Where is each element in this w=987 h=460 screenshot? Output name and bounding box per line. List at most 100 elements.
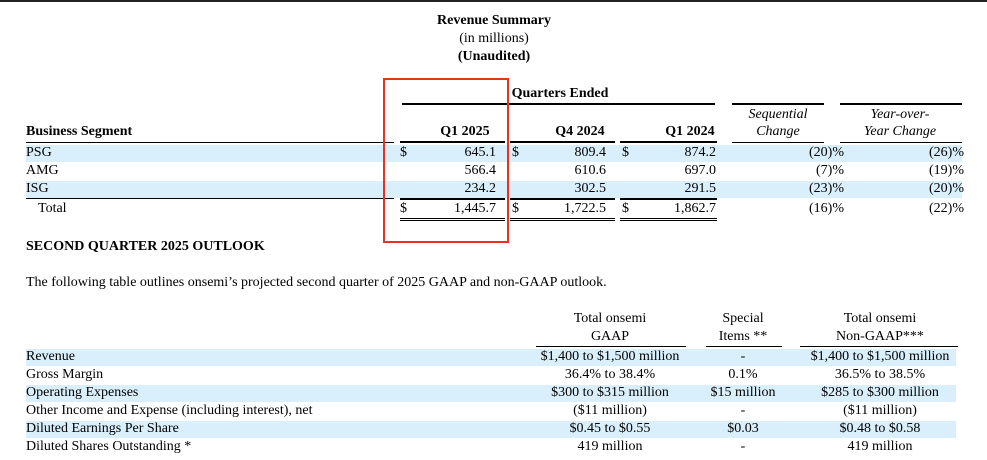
value-yoy: (26)% [929,145,964,160]
outlook-row-label: Diluted Earnings Per Share [26,421,179,436]
summary-subtitle-units: (in millions) [459,31,529,46]
col-special-line1: Special [722,311,764,326]
col-nongaap-line1: Total onsemi [843,311,917,326]
yoy-top-rule [840,103,962,105]
total-double-rule-q1-2024-a [620,218,717,219]
summary-subtitle-unaudited: (Unaudited) [457,49,531,64]
col-special-line2: Items ** [718,329,768,344]
outlook-row-label: Operating Expenses [26,385,139,400]
col-yoy-line2: Year Change [863,124,937,139]
col-yoy-line1: Year-over- [870,107,930,122]
outlook-row-bg-5 [26,421,956,438]
row-bg-psg [26,145,962,162]
total-q1-2024: 1,862.7 [674,201,716,216]
outlook-special-value: $15 million [710,385,776,400]
header-rule-yoy [840,142,962,143]
total-double-rule-q4-2024-b [510,220,615,221]
value-q1-2024: 874.2 [684,145,717,160]
outlook-gaap-value: $300 to $315 million [551,385,669,400]
outlook-gaap-value: $1,400 to $1,500 million [540,349,680,364]
value-yoy: (20)% [929,181,964,196]
value-q4-2024: 302.5 [574,181,607,196]
outlook-special-value: - [740,439,746,454]
header-rule-segment [26,142,394,143]
sequential-top-rule [732,103,824,105]
header-rule-seq [732,142,824,143]
value-q1-2025: 566.4 [464,163,497,178]
row-bg-isg [26,181,962,198]
q1-2025-highlight-box [383,78,509,243]
outlook-rule-special [706,346,782,347]
total-q4-2024: 1,722.5 [564,201,606,216]
outlook-nongaap-value: $285 to $300 million [821,385,939,400]
outlook-rule-nongaap [800,346,958,347]
total-double-rule-q4-2024-a [510,218,615,219]
outlook-rule-gaap [536,346,686,347]
total-label: Total [38,201,67,216]
col-sequential-line1: Sequential [748,107,808,122]
col-gaap-line1: Total onsemi [573,311,647,326]
header-rule-q1-2025 [400,141,505,143]
outlook-nongaap-value: 419 million [847,439,913,454]
col-gaap-line2: GAAP [590,329,630,344]
total-double-rule-q1-2025-a [400,218,505,219]
currency-symbol: $ [512,201,519,216]
subtotal-rule-q1-2025 [400,198,505,200]
summary-title: Revenue Summary [437,13,551,28]
outlook-nongaap-value: 36.5% to 38.5% [834,367,926,382]
outlook-row-label: Other Income and Expense (including inte… [26,403,313,418]
col-business-segment: Business Segment [26,124,133,139]
total-double-rule-q1-2025-b [400,220,505,221]
col-q1-2025: Q1 2025 [440,124,490,139]
outlook-gaap-value: ($11 million) [573,403,647,418]
outlook-special-value: - [740,349,746,364]
outlook-special-value: - [740,403,746,418]
segment-label: ISG [26,181,49,196]
outlook-gaap-value: $0.45 to $0.55 [569,421,651,436]
value-q4-2024: 809.4 [574,145,607,160]
segment-label: AMG [26,163,59,178]
outlook-intro: The following table outlines onsemi’s pr… [26,275,607,290]
subtotal-rule-segment [26,198,394,199]
top-border [0,0,987,2]
outlook-row-label: Revenue [26,349,75,364]
subtotal-rule-q4-2024 [510,198,615,200]
value-q1-2024: 291.5 [684,181,717,196]
total-yoy: (22)% [929,201,964,216]
col-q4-2024: Q4 2024 [555,124,605,139]
header-rule-q1-2024 [620,141,717,143]
total-sequential: (16)% [809,201,844,216]
outlook-gaap-value: 419 million [577,439,643,454]
outlook-nongaap-value: $0.48 to $0.58 [839,421,921,436]
subtotal-rule-q1-2024 [620,198,717,200]
quarters-ended-rule [402,103,715,105]
value-sequential: (7)% [816,163,844,178]
currency-symbol: $ [400,145,407,160]
outlook-gaap-value: 36.4% to 38.4% [564,367,656,382]
outlook-row-label: Diluted Shares Outstanding * [26,439,192,454]
outlook-row-bg-3 [26,385,956,402]
total-q1-2025: 1,445.7 [454,201,496,216]
outlook-special-value: $0.03 [727,421,759,436]
value-sequential: (23)% [809,181,844,196]
value-sequential: (20)% [809,145,844,160]
currency-symbol: $ [622,145,629,160]
col-sequential-line2: Change [756,124,800,139]
outlook-nongaap-value: ($11 million) [843,403,917,418]
outlook-special-value: 0.1% [728,367,758,382]
value-q1-2024: 697.0 [684,163,717,178]
col-nongaap-line2: Non-GAAP*** [836,329,924,344]
header-rule-q4-2024 [510,141,615,143]
outlook-row-bg-1 [26,349,956,366]
total-double-rule-q1-2024-b [620,220,717,221]
quarters-ended-label: Quarters Ended [511,86,609,101]
outlook-row-label: Gross Margin [26,367,104,382]
col-q1-2024: Q1 2024 [665,124,715,139]
outlook-heading: SECOND QUARTER 2025 OUTLOOK [26,239,265,254]
currency-symbol: $ [400,201,407,216]
outlook-nongaap-value: $1,400 to $1,500 million [810,349,950,364]
value-q1-2025: 234.2 [464,181,497,196]
currency-symbol: $ [512,145,519,160]
value-yoy: (19)% [929,163,964,178]
value-q4-2024: 610.6 [574,163,607,178]
